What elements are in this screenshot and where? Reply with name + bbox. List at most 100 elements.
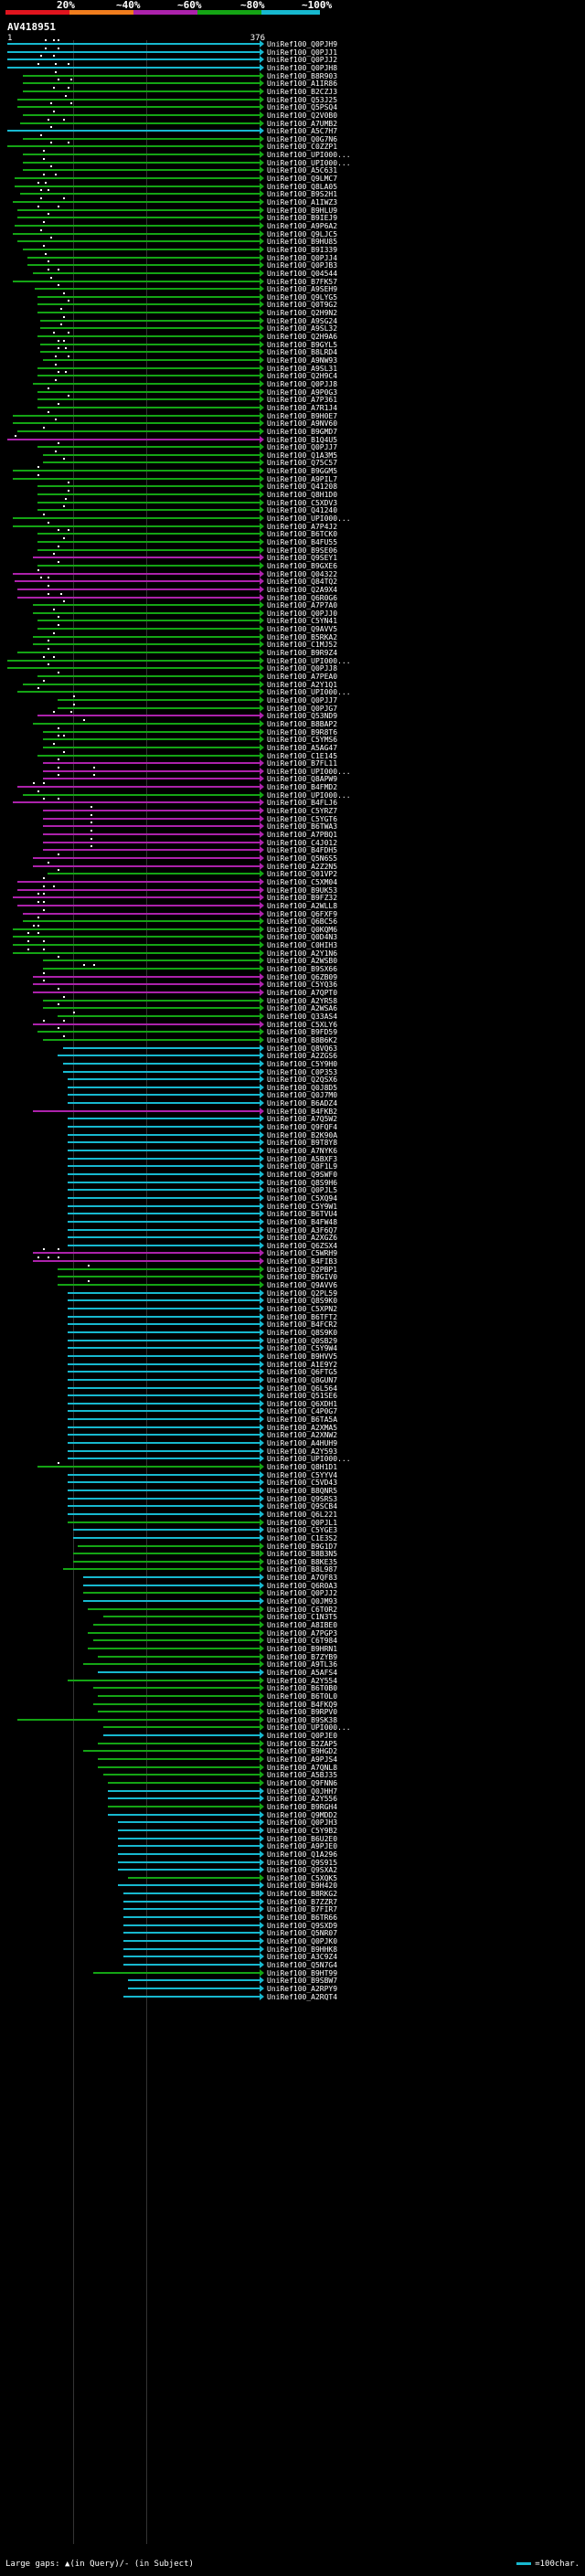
- subject-id-link[interactable]: UniRef100_Q6XDH1: [267, 1399, 338, 1408]
- alignment-row[interactable]: UniRef100_A9P6A2: [0, 220, 585, 230]
- subject-id-link[interactable]: UniRef100_B9SE06: [267, 546, 338, 555]
- subject-id-link[interactable]: UniRef100_C5Y9W4: [267, 1344, 338, 1353]
- subject-id-link[interactable]: UniRef100_C5YGE3: [267, 1526, 338, 1535]
- subject-id-link[interactable]: UniRef100_Q6R0G6: [267, 593, 338, 602]
- subject-id-link[interactable]: UniRef100_B9HGD2: [267, 1747, 338, 1756]
- alignment-row[interactable]: UniRef100_C0ZZP1: [0, 142, 585, 151]
- alignment-row[interactable]: UniRef100_UPI000...: [0, 514, 585, 523]
- subject-id-link[interactable]: UniRef100_A5AG47: [267, 743, 338, 752]
- subject-id-link[interactable]: UniRef100_A2WSA6: [267, 1004, 338, 1013]
- subject-id-link[interactable]: UniRef100_B8BAP2: [267, 719, 338, 728]
- alignment-row[interactable]: UniRef100_A9NV60: [0, 419, 585, 428]
- subject-id-link[interactable]: UniRef100_Q6FTG5: [267, 1368, 338, 1377]
- alignment-row[interactable]: UniRef100_C5XQK5: [0, 1873, 585, 1882]
- alignment-row[interactable]: UniRef100_A5BXF3: [0, 1154, 585, 1163]
- subject-id-link[interactable]: UniRef100_A9PJE0: [267, 1842, 338, 1851]
- subject-id-link[interactable]: UniRef100_B9H0E7: [267, 411, 338, 420]
- alignment-row[interactable]: UniRef100_A1IR86: [0, 79, 585, 88]
- subject-id-link[interactable]: UniRef100_B6TFT2: [267, 1312, 338, 1321]
- subject-id-link[interactable]: UniRef100_A2Y593: [267, 1447, 338, 1456]
- alignment-row[interactable]: UniRef100_A1E9Y2: [0, 1360, 585, 1369]
- subject-id-link[interactable]: UniRef100_A4HUH9: [267, 1439, 338, 1448]
- alignment-row[interactable]: UniRef100_Q0PJH3: [0, 1818, 585, 1827]
- alignment-row[interactable]: UniRef100_B7ZYB9: [0, 1652, 585, 1661]
- subject-id-link[interactable]: UniRef100_B4FU55: [267, 537, 338, 546]
- alignment-row[interactable]: UniRef100_C4P0G7: [0, 1407, 585, 1415]
- subject-id-link[interactable]: UniRef100_A2YR58: [267, 996, 338, 1005]
- alignment-row[interactable]: UniRef100_A7PGP3: [0, 1628, 585, 1638]
- alignment-row[interactable]: UniRef100_A7QPT0: [0, 988, 585, 997]
- alignment-row[interactable]: UniRef100_Q0PJJ8: [0, 378, 585, 388]
- subject-id-link[interactable]: UniRef100_A7R1J4: [267, 403, 338, 412]
- alignment-row[interactable]: UniRef100_C5YQ36: [0, 980, 585, 989]
- subject-id-link[interactable]: UniRef100_A2Z2N5: [267, 862, 338, 871]
- subject-id-link[interactable]: UniRef100_A5AFS4: [267, 1668, 338, 1677]
- subject-id-link[interactable]: UniRef100_Q8VQ63: [267, 1044, 338, 1053]
- subject-id-link[interactable]: UniRef100_B2K90A: [267, 1130, 338, 1140]
- alignment-row[interactable]: UniRef100_Q9SEY1: [0, 553, 585, 562]
- alignment-row[interactable]: UniRef100_B2CZJ3: [0, 86, 585, 96]
- subject-id-link[interactable]: UniRef100_A7P361: [267, 396, 338, 405]
- alignment-row[interactable]: UniRef100_B7FL11: [0, 758, 585, 768]
- alignment-row[interactable]: UniRef100_Q0PJJ4: [0, 252, 585, 262]
- alignment-row[interactable]: UniRef100_C5Y9W4: [0, 1344, 585, 1352]
- alignment-row[interactable]: UniRef100_B6T0B0: [0, 1684, 585, 1692]
- subject-id-link[interactable]: UniRef100_C5XDV3: [267, 498, 338, 507]
- subject-id-link[interactable]: UniRef100_UPI000...: [267, 688, 351, 697]
- alignment-row[interactable]: UniRef100_Q75C57: [0, 458, 585, 467]
- subject-id-link[interactable]: UniRef100_A9SEH9: [267, 285, 338, 294]
- alignment-row[interactable]: UniRef100_Q0PJL1: [0, 1518, 585, 1527]
- alignment-row[interactable]: UniRef100_Q9SXA2: [0, 1866, 585, 1874]
- alignment-row[interactable]: UniRef100_B9SBW7: [0, 1977, 585, 1985]
- alignment-row[interactable]: UniRef100_C5YGT6: [0, 813, 585, 823]
- alignment-row[interactable]: UniRef100_A9P0G3: [0, 387, 585, 397]
- subject-id-link[interactable]: UniRef100_A5C631: [267, 166, 338, 175]
- alignment-row[interactable]: UniRef100_Q8APW9: [0, 774, 585, 783]
- subject-id-link[interactable]: UniRef100_Q53J25: [267, 95, 338, 104]
- subject-id-link[interactable]: UniRef100_B8R903: [267, 71, 338, 80]
- alignment-row[interactable]: UniRef100_B9HHK8: [0, 1945, 585, 1954]
- alignment-row[interactable]: UniRef100_Q53ND9: [0, 711, 585, 720]
- subject-id-link[interactable]: UniRef100_Q2V0B0: [267, 111, 338, 120]
- alignment-row[interactable]: UniRef100_Q6R0G6: [0, 592, 585, 602]
- subject-id-link[interactable]: UniRef100_UPI000...: [267, 1723, 351, 1733]
- alignment-row[interactable]: UniRef100_B9RGH4: [0, 1802, 585, 1811]
- alignment-row[interactable]: UniRef100_Q9FNN6: [0, 1779, 585, 1787]
- subject-id-link[interactable]: UniRef100_A2Y1Q1: [267, 680, 338, 689]
- alignment-row[interactable]: UniRef100_A9SEH9: [0, 284, 585, 294]
- subject-id-link[interactable]: UniRef100_C5Y9B2: [267, 1826, 338, 1835]
- alignment-row[interactable]: UniRef100_A5AG47: [0, 742, 585, 752]
- alignment-row[interactable]: UniRef100_Q8S9K0: [0, 1297, 585, 1305]
- alignment-row[interactable]: UniRef100_B8BAP2: [0, 718, 585, 728]
- subject-id-link[interactable]: UniRef100_Q2H9A6: [267, 333, 338, 342]
- alignment-row[interactable]: UniRef100_A2Y556: [0, 1795, 585, 1803]
- alignment-row[interactable]: UniRef100_Q0PJL5: [0, 1186, 585, 1194]
- alignment-row[interactable]: UniRef100_B6TR66: [0, 1913, 585, 1922]
- subject-id-link[interactable]: UniRef100_Q9FNN6: [267, 1779, 338, 1787]
- alignment-row[interactable]: UniRef100_Q9AVV6: [0, 1280, 585, 1289]
- subject-id-link[interactable]: UniRef100_Q0PJJ8: [267, 379, 338, 388]
- subject-id-link[interactable]: UniRef100_B8RKG2: [267, 1890, 338, 1899]
- alignment-row[interactable]: UniRef100_B4FU55: [0, 536, 585, 546]
- subject-id-link[interactable]: UniRef100_Q0JHH7: [267, 1786, 338, 1796]
- alignment-row[interactable]: UniRef100_Q9SWF0: [0, 1170, 585, 1179]
- alignment-row[interactable]: UniRef100_Q0JHH7: [0, 1786, 585, 1796]
- alignment-row[interactable]: UniRef100_B9FD59: [0, 1027, 585, 1036]
- subject-id-link[interactable]: UniRef100_A2RQT4: [267, 1992, 338, 2001]
- alignment-row[interactable]: UniRef100_Q0T9G2: [0, 300, 585, 309]
- subject-id-link[interactable]: UniRef100_A7Q5W2: [267, 1115, 338, 1124]
- alignment-row[interactable]: UniRef100_B4FCR2: [0, 1320, 585, 1329]
- alignment-row[interactable]: UniRef100_B9IEJ9: [0, 213, 585, 222]
- alignment-row[interactable]: UniRef100_B9HRN1: [0, 1644, 585, 1653]
- subject-id-link[interactable]: UniRef100_Q41240: [267, 506, 338, 515]
- alignment-row[interactable]: UniRef100_B6TFT2: [0, 1312, 585, 1321]
- subject-id-link[interactable]: UniRef100_Q9SXA2: [267, 1866, 338, 1875]
- subject-id-link[interactable]: UniRef100_C4P0G7: [267, 1407, 338, 1416]
- subject-id-link[interactable]: UniRef100_Q5N6S5: [267, 853, 338, 863]
- subject-id-link[interactable]: UniRef100_A5BJ35: [267, 1771, 338, 1780]
- alignment-row[interactable]: UniRef100_UPI000...: [0, 790, 585, 800]
- alignment-row[interactable]: UniRef100_C6T0R2: [0, 1605, 585, 1614]
- alignment-row[interactable]: UniRef100_B5RKA2: [0, 631, 585, 641]
- subject-id-link[interactable]: UniRef100_Q04322: [267, 569, 338, 578]
- alignment-row[interactable]: UniRef100_B9FZ32: [0, 893, 585, 902]
